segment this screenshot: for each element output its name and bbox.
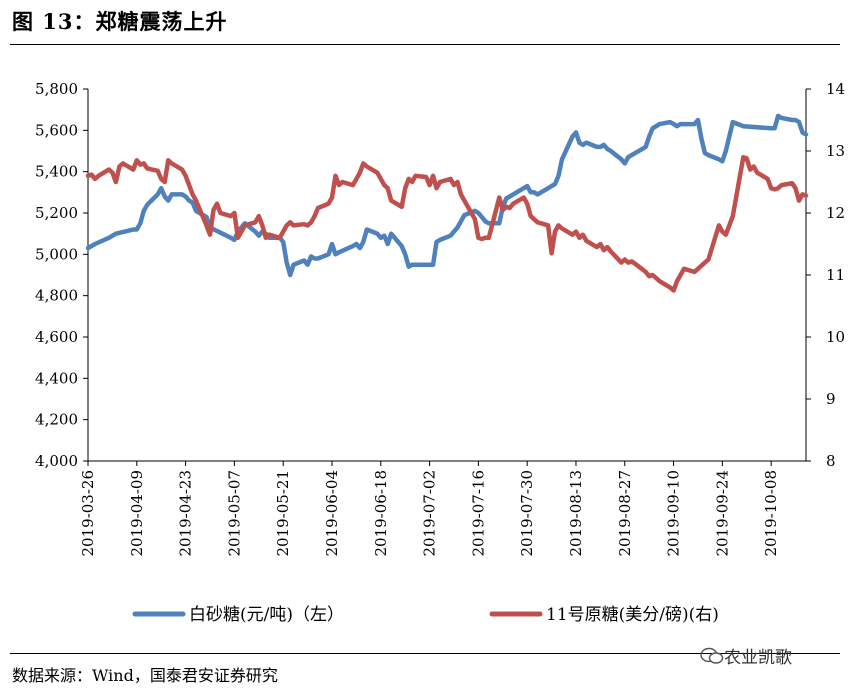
y-right-tick-label: 11 <box>826 266 845 284</box>
x-tick-label: 2019-03-26 <box>79 470 97 556</box>
x-tick-label: 2019-04-23 <box>177 470 195 556</box>
y-left-tick-label: 4,000 <box>35 452 78 470</box>
x-tick-label: 2019-10-08 <box>762 470 780 556</box>
y-right-tick-label: 9 <box>826 390 836 408</box>
source-note: 数据来源：Wind，国泰君安证券研究 <box>12 666 278 685</box>
y-right-tick-label: 13 <box>826 142 845 160</box>
page-title: 图 13：郑糖震荡上升 <box>12 9 228 34</box>
x-tick-label: 2019-07-02 <box>421 470 439 556</box>
x-tick-label: 2019-07-16 <box>469 470 487 556</box>
x-tick-label: 2019-05-21 <box>274 470 292 556</box>
watermark: 农业凯歌 <box>700 643 792 668</box>
legend-label: 白砂糖(元/吨)（左） <box>189 605 344 625</box>
x-tick-label: 2019-08-13 <box>567 470 585 556</box>
y-left-tick-label: 5,800 <box>35 80 78 98</box>
watermark-text: 农业凯歌 <box>724 648 792 668</box>
x-tick-label: 2019-09-10 <box>665 470 683 556</box>
axes: 4,000 4,200 4,400 4,600 4,800 5,000 5,200 5,400… <box>35 80 845 556</box>
x-tick-label: 2019-04-09 <box>128 470 146 556</box>
x-tick-label: 2019-09-24 <box>713 470 731 556</box>
y-left-tick-label: 4,200 <box>35 411 78 429</box>
y-left-tick-label: 4,400 <box>35 369 78 387</box>
y-right-tick-label: 14 <box>826 80 845 98</box>
y-left-tick-label: 5,400 <box>35 163 78 181</box>
series-line-white-sugar <box>85 113 809 278</box>
legend: 白砂糖(元/吨)（左） 11号原糖(美分/磅)(右) <box>132 605 719 625</box>
series-layer <box>85 113 809 293</box>
legend-label: 11号原糖(美分/磅)(右) <box>546 605 719 625</box>
y-left-tick-label: 4,800 <box>35 287 78 305</box>
series-line-raw-sugar <box>85 154 809 293</box>
footer-rule <box>10 653 840 654</box>
y-right-tick-label: 8 <box>826 452 836 470</box>
x-tick-label: 2019-05-07 <box>225 470 243 556</box>
x-tick-label: 2019-06-18 <box>372 470 390 556</box>
x-tick-label: 2019-08-27 <box>616 470 634 556</box>
wechat-icon <box>700 647 724 664</box>
y-left-tick-label: 5,200 <box>35 204 78 222</box>
y-right-tick-label: 12 <box>826 204 845 222</box>
y-right-tick-label: 10 <box>826 328 845 346</box>
y-left-tick-label: 5,600 <box>35 121 78 139</box>
x-tick-label: 2019-07-30 <box>518 470 536 556</box>
y-left-tick-label: 4,600 <box>35 328 78 346</box>
line-chart: 4,000 4,200 4,400 4,600 4,800 5,000 5,200 5,400… <box>35 80 845 625</box>
y-left-tick-label: 5,000 <box>35 245 78 263</box>
title-rule <box>10 44 840 45</box>
x-tick-label: 2019-06-04 <box>323 470 341 556</box>
